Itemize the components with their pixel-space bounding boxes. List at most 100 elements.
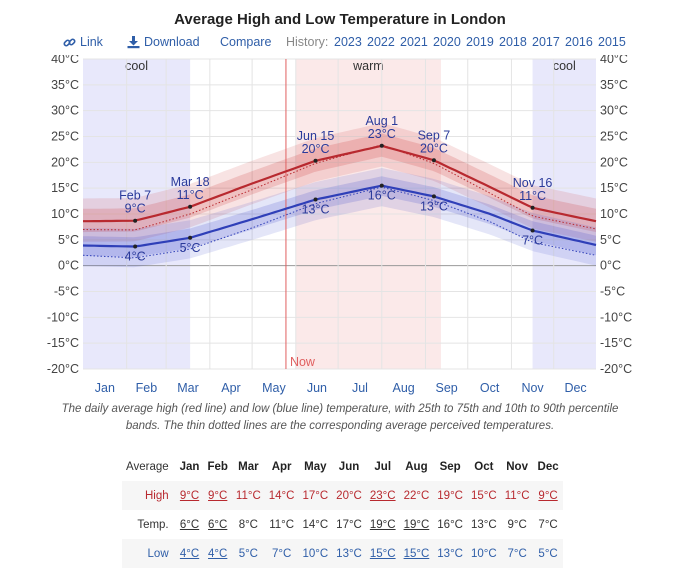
table-month-header: Nov <box>506 460 528 473</box>
link-button[interactable]: Link <box>63 35 103 49</box>
history-year[interactable]: 2021 <box>400 35 428 49</box>
table-month-header: Dec <box>537 460 559 473</box>
data-point <box>188 235 193 240</box>
table-month-header: Jun <box>338 460 360 473</box>
history-year[interactable]: 2019 <box>466 35 494 49</box>
high-line <box>83 144 597 223</box>
data-label: 20°C <box>420 141 448 155</box>
history-year[interactable]: 2022 <box>367 35 395 49</box>
table-cell: 11°C <box>504 489 530 502</box>
table-cell: 15°C <box>470 489 497 502</box>
data-label: 13°C <box>302 203 330 217</box>
x-tick-label: Mar <box>177 381 199 395</box>
table-cell: 19°C <box>437 489 463 502</box>
table-cell: 10°C <box>470 547 497 560</box>
table-cell: 9°C <box>179 489 200 502</box>
data-label: 23°C <box>368 127 396 141</box>
x-tick-label: Sep <box>435 381 457 395</box>
table-cell: 4°C <box>208 547 228 560</box>
data-label: 11°C <box>519 189 546 203</box>
table-cell: 11°C <box>235 489 261 502</box>
date-label: Feb 7 <box>119 189 151 203</box>
table-cell: 15°C <box>369 547 396 560</box>
low-line <box>82 184 597 248</box>
data-point <box>431 194 436 199</box>
table-row-label: Temp. <box>137 518 169 531</box>
history-year[interactable]: 2016 <box>565 35 593 49</box>
y-tick-label: 40°C <box>600 55 628 66</box>
climate-table: Average Jan Feb Mar Apr May Jun Jul Aug … <box>122 452 563 568</box>
table-cell: 20°C <box>336 489 362 502</box>
table-cell: 22°C <box>403 489 430 502</box>
y-tick-label: 15°C <box>51 181 79 195</box>
table-header-label: Average <box>126 460 169 473</box>
data-label: 4°C <box>125 250 146 264</box>
y-tick-label: 30°C <box>600 104 628 118</box>
x-tick-label: Apr <box>221 381 240 395</box>
history-year[interactable]: 2017 <box>532 35 560 49</box>
table-month-header: Apr <box>271 460 292 473</box>
table-row: Temp. 6°C 6°C 8°C 11°C 14°C 17°C 19°C 19°C 16°C 13… <box>122 510 563 539</box>
data-point <box>188 204 193 209</box>
table-cell: 6°C <box>179 518 200 531</box>
table-cell: 14°C <box>302 518 329 531</box>
data-point <box>379 183 384 188</box>
table-cell: 16°C <box>437 518 463 531</box>
y-tick-label: 0°C <box>600 259 621 273</box>
data-label: 13°C <box>420 199 448 213</box>
table-cell: 11°C <box>269 518 295 531</box>
history-label: History: <box>286 35 329 49</box>
table-cell: 7°C <box>507 547 527 560</box>
data-point <box>133 218 138 223</box>
y-tick-label: -5°C <box>54 285 79 299</box>
history-year[interactable]: 2018 <box>499 35 527 49</box>
table-month-header: May <box>304 460 327 473</box>
season-label: cool <box>553 59 576 73</box>
perceived-high-line <box>82 144 597 231</box>
x-tick-label: Jun <box>307 381 327 395</box>
date-label: Mar 18 <box>171 175 210 189</box>
data-point <box>379 143 384 148</box>
table-month-header: Jul <box>374 460 392 473</box>
x-tick-label: Jan <box>95 381 115 395</box>
data-point <box>431 158 436 163</box>
data-label: 11°C <box>177 188 204 202</box>
y-tick-label: 35°C <box>51 78 79 92</box>
table-cell: 6°C <box>208 518 228 531</box>
x-tick-label: Dec <box>564 381 586 395</box>
table-cell: 9°C <box>208 489 228 502</box>
table-cell: 19°C <box>369 518 396 531</box>
y-tick-label: -10°C <box>600 310 632 324</box>
table-cell: 13°C <box>470 518 497 531</box>
x-tick-label: Feb <box>136 381 158 395</box>
table-row-label: Low <box>147 547 169 560</box>
history-year[interactable]: 2015 <box>598 35 626 49</box>
download-button[interactable]: Download <box>127 35 200 49</box>
x-tick-label: Aug <box>393 381 415 395</box>
data-point <box>530 228 535 233</box>
history-year[interactable]: 2023 <box>334 35 362 49</box>
y-tick-label: 25°C <box>600 130 628 144</box>
y-tick-label: -15°C <box>47 336 79 350</box>
table-month-header: Aug <box>405 460 428 473</box>
y-tick-label: 10°C <box>600 207 628 221</box>
table-cell: 5°C <box>238 547 258 560</box>
compare-button[interactable]: Compare <box>220 35 271 49</box>
data-point <box>530 205 535 210</box>
data-label: 7°C <box>522 234 543 248</box>
table-row: Low 4°C 4°C 5°C 7°C 10°C 13°C 15°C 15°C 13°C 10°C 7… <box>122 539 563 568</box>
y-tick-label: 40°C <box>51 55 79 66</box>
table-cell: 8°C <box>238 518 258 531</box>
x-tick-label: Oct <box>480 381 500 395</box>
date-label: Nov 16 <box>513 176 553 190</box>
table-cell: 10°C <box>302 547 329 560</box>
y-tick-label: 20°C <box>51 155 79 169</box>
data-label: 16°C <box>368 189 396 203</box>
table-cell: 19°C <box>403 518 430 531</box>
low-band-25-75 <box>83 176 596 257</box>
table-month-header: Oct <box>474 460 494 473</box>
y-tick-label: 35°C <box>600 78 628 92</box>
history-year[interactable]: 2020 <box>433 35 461 49</box>
season-label: cool <box>125 59 148 73</box>
high-band-25-75 <box>83 133 596 233</box>
